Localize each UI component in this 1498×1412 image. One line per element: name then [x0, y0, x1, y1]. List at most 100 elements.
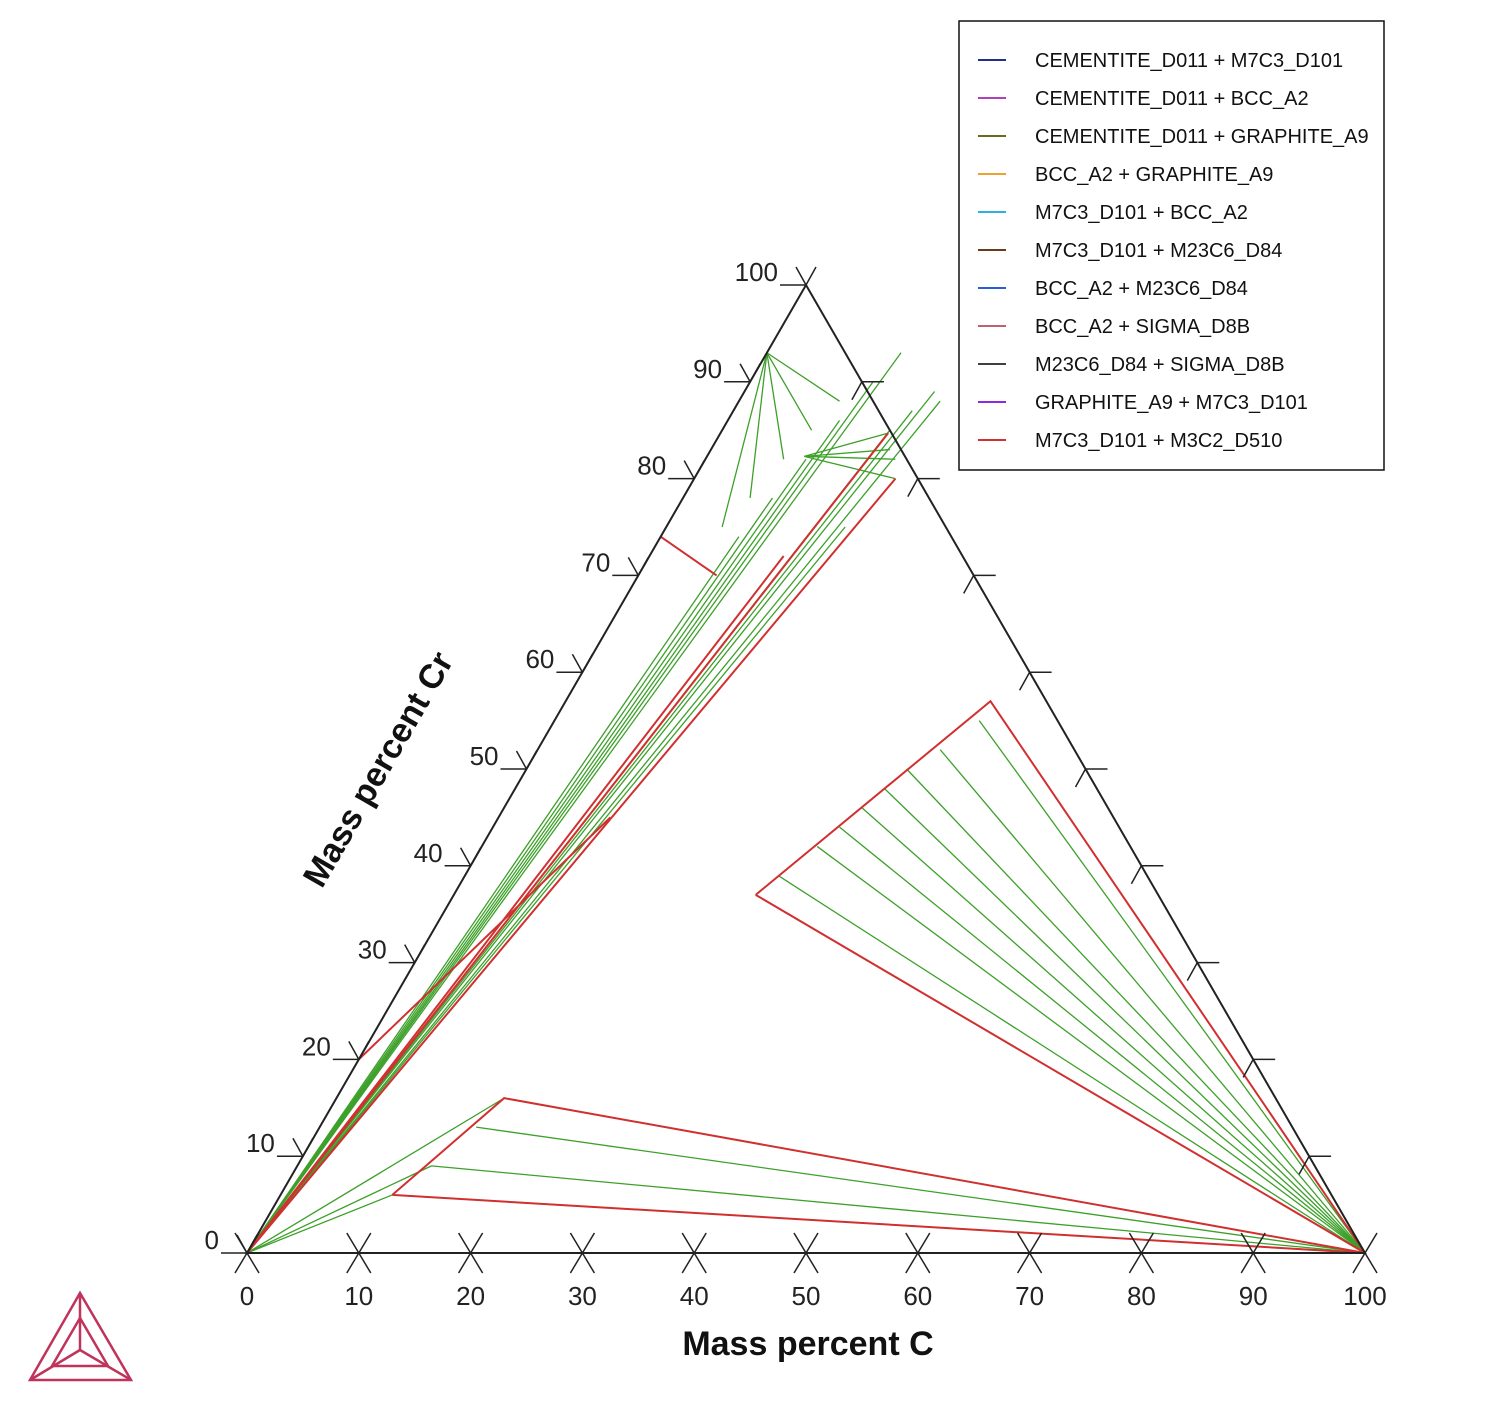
x-tick-label: 40: [680, 1281, 709, 1311]
tie-line-3-5: [246, 352, 902, 1254]
x-tick-label: 80: [1127, 1281, 1156, 1311]
x-tick-label: 50: [792, 1281, 821, 1311]
legend-label: BCC_A2 + SIGMA_D8B: [1035, 316, 1250, 338]
phase-boundaries-layer: [246, 432, 1366, 1254]
right-tick-mark: [1242, 1059, 1254, 1078]
x-tick-mark: [234, 1252, 248, 1274]
tie-line-4-3: [246, 400, 941, 1254]
x-axis-title: Mass percent C: [682, 1325, 933, 1363]
tie-line-0-2: [476, 1126, 1366, 1254]
y-tick-mark: [627, 557, 639, 576]
x-tick-mark: [581, 1252, 596, 1274]
x-tick-mark: [1128, 1252, 1143, 1274]
phase-boundary-3: [391, 1097, 1366, 1254]
x-tick-mark: [905, 1232, 919, 1254]
x-tick-mark: [346, 1232, 360, 1254]
x-tick-mark: [569, 1232, 584, 1254]
right-tick-mark: [907, 478, 919, 497]
x-tick-mark: [1128, 1232, 1143, 1254]
x-tick-label: 100: [1343, 1281, 1386, 1311]
tie-line-2-2: [246, 1097, 505, 1254]
x-tick-mark: [681, 1252, 695, 1274]
y-tick-label: 30: [358, 935, 387, 965]
x-tick-label: 70: [1015, 1281, 1044, 1311]
tie-line-1-8: [978, 720, 1366, 1254]
x-tick-mark: [917, 1232, 931, 1254]
x-tick-mark: [1028, 1252, 1043, 1274]
y-tick-mark: [469, 847, 482, 867]
y-tick-label: 10: [246, 1128, 275, 1158]
legend-label: BCC_A2 + GRAPHITE_A9: [1035, 164, 1273, 186]
y-tick-label: 90: [693, 354, 722, 384]
tie-line-0-1: [431, 1165, 1366, 1254]
thermo-calc-logo-icon: [27, 1290, 134, 1382]
x-tick-label: 0: [240, 1281, 254, 1311]
x-tick-mark: [469, 1252, 484, 1274]
y-tick-label: 80: [637, 451, 666, 481]
right-edge-ticks: [851, 381, 1332, 1175]
y-axis-ticks: 0 10 20 30 40 50 60 70 80 90 100: [205, 257, 817, 1255]
phase-boundary-8: [358, 816, 612, 1061]
y-tick-mark: [749, 363, 761, 383]
right-tick-mark: [1018, 671, 1031, 691]
y-tick-label: 100: [735, 257, 778, 287]
tie-line-1-5: [883, 787, 1366, 1254]
y-tick-mark: [739, 363, 751, 383]
x-tick-mark: [793, 1252, 807, 1274]
x-tick-mark: [1016, 1232, 1031, 1254]
legend-label: CEMENTITE_D011 + BCC_A2: [1035, 88, 1309, 110]
y-tick-mark: [414, 944, 426, 963]
x-tick-mark: [805, 1232, 819, 1254]
y-tick-label: 0: [205, 1225, 219, 1255]
legend-label: BCC_A2 + M23C6_D84: [1035, 278, 1248, 300]
tie-lines-layer: [246, 352, 1366, 1254]
x-tick-mark: [358, 1232, 372, 1254]
y-tick-mark: [404, 944, 416, 963]
y-tick-mark: [348, 1041, 360, 1060]
x-tick-mark: [917, 1252, 931, 1274]
x-tick-mark: [1352, 1252, 1366, 1274]
y-tick-mark: [358, 1041, 370, 1060]
x-tick-mark: [805, 1252, 819, 1274]
x-tick-mark: [1252, 1232, 1266, 1254]
x-tick-mark: [1140, 1232, 1155, 1254]
legend-label: GRAPHITE_A9 + M7C3_D101: [1035, 392, 1308, 414]
tie-line-1-6: [906, 768, 1366, 1254]
y-tick-mark: [246, 1234, 258, 1254]
x-tick-mark: [457, 1252, 472, 1274]
legend: CEMENTITE_D011 + M7C3_D101 CEMENTITE_D011…: [958, 20, 1385, 471]
y-tick-mark: [459, 847, 472, 867]
tie-line-2-0: [246, 1194, 393, 1254]
x-tick-label: 30: [568, 1281, 597, 1311]
y-tick-mark: [292, 1137, 304, 1157]
x-tick-mark: [469, 1232, 484, 1254]
tie-line-1-2: [816, 845, 1366, 1254]
y-tick-mark: [571, 653, 584, 673]
tie-line-1-3: [839, 826, 1366, 1254]
right-tick-mark: [1074, 768, 1087, 788]
tie-line-3-4: [246, 381, 874, 1254]
legend-label: M23C6_D84 + SIGMA_D8B: [1035, 354, 1285, 376]
legend-label: CEMENTITE_D011 + M7C3_D101: [1035, 50, 1343, 72]
x-tick-mark: [581, 1232, 596, 1254]
x-tick-mark: [569, 1252, 584, 1274]
phase-boundary-5: [246, 432, 889, 1254]
x-axis-ticks: 0 10 20 30 40 50 60 70 80 90 100: [234, 1232, 1387, 1311]
x-tick-mark: [457, 1232, 472, 1254]
tie-line-6-3: [804, 455, 896, 480]
legend-label: CEMENTITE_D011 + GRAPHITE_A9: [1035, 126, 1369, 148]
x-tick-mark: [346, 1252, 360, 1274]
x-tick-mark: [1352, 1232, 1366, 1254]
y-tick-mark: [581, 653, 594, 673]
y-tick-mark: [236, 1234, 248, 1254]
x-tick-mark: [1240, 1232, 1254, 1254]
x-tick-mark: [1016, 1252, 1031, 1274]
tie-line-1-4: [861, 807, 1366, 1254]
tie-line-1-1: [777, 874, 1366, 1254]
tie-line-1-7: [939, 749, 1366, 1254]
x-tick-label: 10: [344, 1281, 373, 1311]
tie-line-6-0: [804, 432, 889, 457]
tie-line-5-3: [766, 352, 813, 431]
y-tick-label: 40: [414, 838, 443, 868]
